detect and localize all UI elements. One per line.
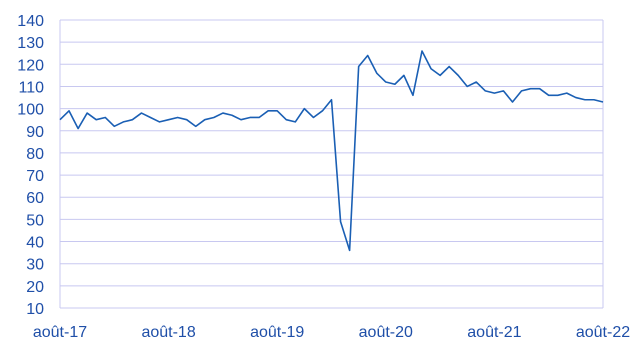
series-group: [59, 50, 604, 252]
series-line: [59, 50, 604, 252]
y-tick-label: 40: [26, 235, 44, 252]
y-tick-label: 20: [26, 279, 44, 296]
x-tick-label: août-18: [141, 324, 195, 341]
y-tick-label: 90: [26, 124, 44, 141]
y-tick-label: 110: [18, 79, 44, 96]
x-tick-label: août-19: [250, 324, 304, 341]
y-tick-label: 10: [26, 301, 44, 318]
y-axis: 10 20 30 40 50 60 70 80 90 100 110 120 130 140: [17, 13, 604, 318]
y-tick-label: 120: [17, 57, 44, 74]
y-tick-label: 60: [26, 190, 44, 207]
y-tick-label: 140: [17, 13, 44, 30]
x-axis: août-17 août-18 août-19 août-20 août-21 août-…: [33, 324, 630, 341]
y-tick-label: 50: [26, 212, 44, 229]
y-tick-label: 70: [26, 168, 44, 185]
y-tick-label: 130: [17, 35, 44, 52]
x-tick-label: août-22: [576, 324, 630, 341]
grid-lines: [60, 19, 603, 309]
y-tick-label: 100: [17, 102, 44, 119]
x-tick-label: août-17: [33, 324, 87, 341]
x-tick-label: août-21: [467, 324, 521, 341]
y-tick-label: 30: [26, 257, 44, 274]
y-tick-label: 80: [26, 146, 44, 163]
x-tick-label: août-20: [359, 324, 413, 341]
